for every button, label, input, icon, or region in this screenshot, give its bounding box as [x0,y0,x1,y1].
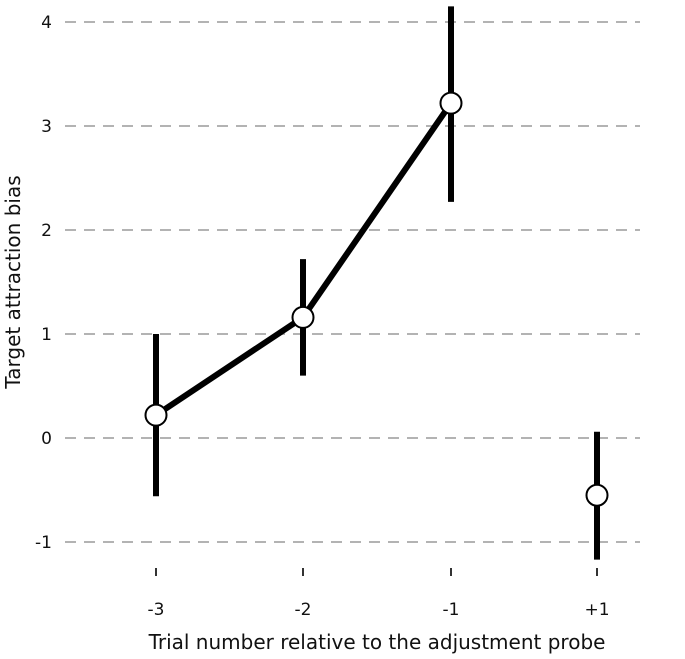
data-points [144,91,609,507]
x-axis-ticks: -3 -2 -1 +1 [148,568,610,620]
y-tick-label: 0 [41,429,52,449]
y-axis-ticks: -1 0 1 2 3 4 [35,13,52,553]
grid [65,21,640,543]
x-tick-label: -3 [148,600,165,620]
data-point [439,91,463,115]
data-point [291,305,315,329]
y-tick-label: 4 [41,13,52,33]
data-point [585,483,609,507]
y-tick-label: 3 [41,117,52,137]
y-tick-label: -1 [35,533,52,553]
y-axis-label: Target attraction bias [1,175,25,389]
data-point [144,403,168,427]
y-tick-label: 1 [41,325,52,345]
x-axis-label: Trial number relative to the adjustment … [148,630,606,654]
x-tick-label: +1 [584,600,609,620]
x-tick-label: -2 [295,600,312,620]
y-tick-label: 2 [41,221,52,241]
error-bars [153,6,600,560]
x-tick-label: -1 [443,600,460,620]
